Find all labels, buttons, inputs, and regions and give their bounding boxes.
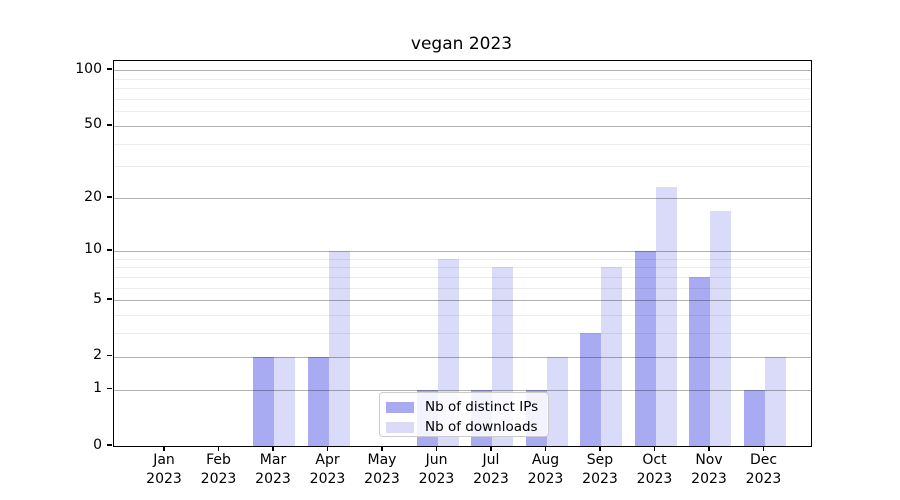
gridline-major <box>114 125 811 127</box>
bars-layer <box>114 61 811 446</box>
gridline-minor <box>114 78 811 80</box>
x-tick-label: Oct 2023 <box>636 452 673 487</box>
x-tick-mark <box>544 446 547 451</box>
bar-ips <box>580 333 601 446</box>
gridline-minor <box>114 287 811 289</box>
y-tick-label: 0 <box>93 436 102 453</box>
gridline-major <box>114 198 811 200</box>
y-tick-mark <box>107 387 112 390</box>
x-tick-label: Dec 2023 <box>745 452 782 487</box>
x-tick-mark <box>163 446 165 451</box>
x-tick-mark <box>599 446 601 451</box>
y-tick-label: 1 <box>93 380 102 397</box>
x-tick-label: Jun 2023 <box>418 452 455 487</box>
gridline-minor <box>114 333 811 335</box>
y-tick-label: 20 <box>84 188 102 205</box>
x-tick-label: Aug 2023 <box>527 452 564 487</box>
y-tick-mark <box>107 196 112 198</box>
x-tick-mark <box>217 446 220 451</box>
y-tick-mark <box>107 249 112 251</box>
x-tick-label: Apr 2023 <box>309 452 346 487</box>
y-tick-label: 10 <box>84 241 102 258</box>
legend-label: Nb of downloads <box>425 419 538 435</box>
legend-label: Nb of distinct IPs <box>425 399 539 415</box>
x-tick-mark <box>708 446 710 451</box>
bar-downloads <box>601 267 622 446</box>
gridline-minor <box>114 276 811 278</box>
gridline-minor <box>114 166 811 168</box>
legend-swatch-ips <box>386 401 414 413</box>
gridline-minor <box>114 314 811 316</box>
bar-downloads <box>328 250 350 446</box>
bar-ips <box>307 356 329 446</box>
y-tick-label: 50 <box>84 116 102 133</box>
gridline-minor <box>114 258 811 260</box>
y-tick-mark <box>107 354 112 357</box>
x-tick-label: Mar 2023 <box>255 452 291 487</box>
x-tick-mark <box>490 446 492 451</box>
bar-ips <box>689 276 710 446</box>
chart-title: vegan 2023 <box>410 34 513 54</box>
x-tick-label: Jan 2023 <box>146 452 182 487</box>
gridline-major <box>114 356 811 358</box>
bar-ips <box>634 250 656 446</box>
y-tick-label: 100 <box>75 60 102 77</box>
gridline-minor <box>114 143 811 145</box>
y-tick-mark <box>107 68 112 70</box>
y-tick-label: 5 <box>93 290 102 307</box>
plot-area: Nb of distinct IPs Nb of downloads <box>113 60 812 447</box>
legend-swatch-downloads <box>386 421 414 433</box>
x-tick-label: Feb 2023 <box>200 452 237 487</box>
gridline-major <box>114 389 811 391</box>
x-tick-label: Sep 2023 <box>582 452 618 487</box>
legend-row: Nb of distinct IPs <box>386 397 542 417</box>
gridline-minor <box>114 111 811 113</box>
bar-downloads <box>710 210 731 446</box>
x-tick-mark <box>381 446 383 451</box>
x-tick-mark <box>326 446 329 451</box>
bar-downloads <box>274 356 295 446</box>
x-tick-mark <box>762 446 765 451</box>
x-tick-label: Nov 2023 <box>691 452 727 487</box>
x-tick-mark <box>272 446 274 451</box>
bar-downloads <box>546 356 568 446</box>
x-tick-label: May 2023 <box>364 452 400 487</box>
gridline-minor <box>114 98 811 100</box>
grid-layer <box>114 61 811 446</box>
x-tick-mark <box>435 446 438 451</box>
gridline-major <box>114 300 811 302</box>
y-tick-mark <box>107 124 112 126</box>
gridline-minor <box>114 88 811 90</box>
x-tick-label: Jul 2023 <box>473 452 509 487</box>
y-tick-mark <box>107 298 112 300</box>
legend: Nb of distinct IPs Nb of downloads <box>379 392 549 437</box>
bar-downloads <box>764 356 786 446</box>
y-tick-label: 2 <box>93 347 102 363</box>
bar-downloads <box>655 187 677 446</box>
gridline-major <box>114 70 811 72</box>
gridline-minor <box>114 267 811 269</box>
bar-ips <box>253 356 274 446</box>
legend-row: Nb of downloads <box>386 417 542 437</box>
x-tick-mark <box>653 446 656 451</box>
gridline-major <box>114 250 811 252</box>
bar-ips <box>743 389 765 446</box>
y-tick-mark <box>107 444 112 446</box>
